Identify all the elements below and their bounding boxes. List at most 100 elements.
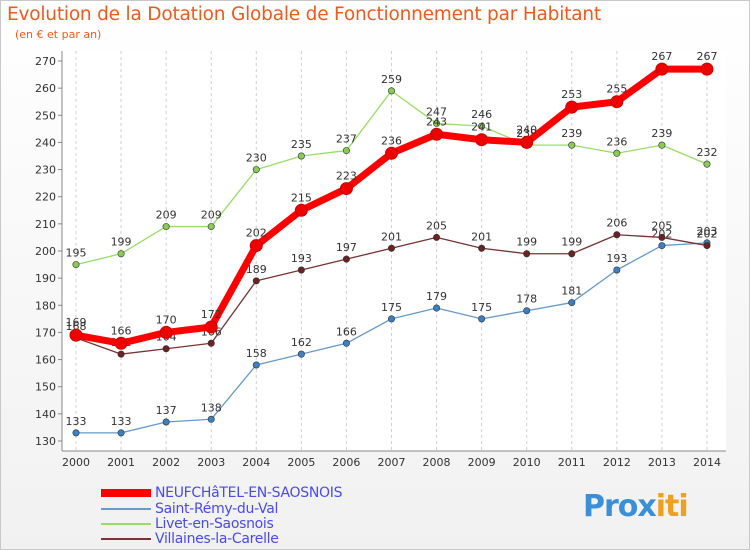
series-point <box>655 62 669 76</box>
data-label: 215 <box>291 191 312 204</box>
y-tick-label: 130 <box>35 435 56 448</box>
series-point <box>703 242 711 250</box>
data-label: 239 <box>561 127 582 140</box>
y-tick-label: 180 <box>35 299 56 312</box>
series-point <box>159 325 173 339</box>
series-point <box>568 299 576 307</box>
data-label: 236 <box>606 135 627 148</box>
series-point <box>339 182 353 196</box>
series-point <box>204 320 218 334</box>
series-point <box>430 127 444 141</box>
y-tick-label: 220 <box>35 191 56 204</box>
series-point <box>568 141 576 149</box>
series-point <box>342 339 350 347</box>
data-label: 209 <box>156 209 177 222</box>
series-point <box>703 160 711 168</box>
x-tick-label: 2001 <box>107 456 135 469</box>
series-point <box>613 149 621 157</box>
series-point <box>478 315 486 323</box>
chart-subtitle: (en € et par an) <box>15 28 102 41</box>
legend-label-livet: Livet-en-Saosnois <box>155 516 274 532</box>
data-label: 206 <box>606 217 627 230</box>
y-tick-label: 170 <box>35 326 56 339</box>
series-point <box>568 250 576 258</box>
series-point <box>294 203 308 217</box>
data-label: 241 <box>471 121 492 134</box>
data-label: 175 <box>471 301 492 314</box>
series-point <box>207 223 215 231</box>
series-point <box>565 100 579 114</box>
plot-area <box>62 51 726 451</box>
y-tick-label: 140 <box>35 408 56 421</box>
data-label: 202 <box>246 227 267 240</box>
data-label: 189 <box>246 263 267 276</box>
series-point <box>384 146 398 160</box>
y-tick-label: 230 <box>35 164 56 177</box>
y-tick-label: 270 <box>35 55 56 68</box>
data-label: 240 <box>516 123 537 136</box>
logo-text-iti: iti <box>655 489 689 524</box>
series-point <box>387 87 395 95</box>
series-point <box>117 429 125 437</box>
data-label: 137 <box>156 404 177 417</box>
data-label: 199 <box>111 236 132 249</box>
series-point <box>520 135 534 149</box>
data-label: 133 <box>66 415 87 428</box>
x-tick-label: 2006 <box>332 456 360 469</box>
data-label: 166 <box>336 325 357 338</box>
series-point <box>162 223 170 231</box>
data-label: 236 <box>381 134 402 147</box>
y-tick-label: 240 <box>35 136 56 149</box>
series-point <box>478 244 486 252</box>
data-label: 267 <box>651 50 672 63</box>
data-label: 202 <box>696 228 717 241</box>
series-point <box>207 415 215 423</box>
series-point <box>69 328 83 342</box>
series-point <box>72 429 80 437</box>
data-label: 181 <box>561 285 582 298</box>
legend-label-neufchatel: NEUFCHâTEL-EN-SAOSNOIS <box>155 485 343 501</box>
data-label: 179 <box>426 290 447 303</box>
series-point <box>297 350 305 358</box>
data-label: 235 <box>291 138 312 151</box>
series-point <box>658 141 666 149</box>
x-tick-label: 2000 <box>62 456 90 469</box>
series-point <box>433 233 441 241</box>
y-tick-label: 260 <box>35 82 56 95</box>
data-label: 237 <box>336 133 357 146</box>
series-point <box>387 244 395 252</box>
x-tick-label: 2004 <box>242 456 270 469</box>
data-label: 199 <box>561 236 582 249</box>
data-label: 162 <box>291 336 312 349</box>
data-label: 166 <box>111 324 132 337</box>
data-label: 170 <box>156 313 177 326</box>
chart-title: Evolution de la Dotation Globale de Fonc… <box>7 4 601 25</box>
legend-label-saint-remy: Saint-Rémy-du-Val <box>155 501 279 517</box>
series-point <box>523 307 531 315</box>
y-tick-label: 150 <box>35 381 56 394</box>
series-point <box>162 345 170 353</box>
y-tick-label: 200 <box>35 245 56 258</box>
x-tick-label: 2002 <box>152 456 180 469</box>
series-point <box>700 62 714 76</box>
series-point <box>252 361 260 369</box>
series-point <box>387 315 395 323</box>
data-label: 201 <box>471 230 492 243</box>
series-point <box>613 266 621 274</box>
x-tick-label: 2005 <box>287 456 315 469</box>
data-label: 259 <box>381 73 402 86</box>
series-point <box>610 95 624 109</box>
data-label: 205 <box>651 219 672 232</box>
data-label: 168 <box>66 320 87 333</box>
series-point <box>114 336 128 350</box>
data-label: 209 <box>201 209 222 222</box>
x-tick-label: 2012 <box>603 456 631 469</box>
data-label: 239 <box>651 127 672 140</box>
data-label: 178 <box>516 293 537 306</box>
data-label: 232 <box>696 146 717 159</box>
data-label: 133 <box>111 415 132 428</box>
data-label: 197 <box>336 241 357 254</box>
x-tick-label: 2011 <box>558 456 586 469</box>
x-tick-label: 2003 <box>197 456 225 469</box>
